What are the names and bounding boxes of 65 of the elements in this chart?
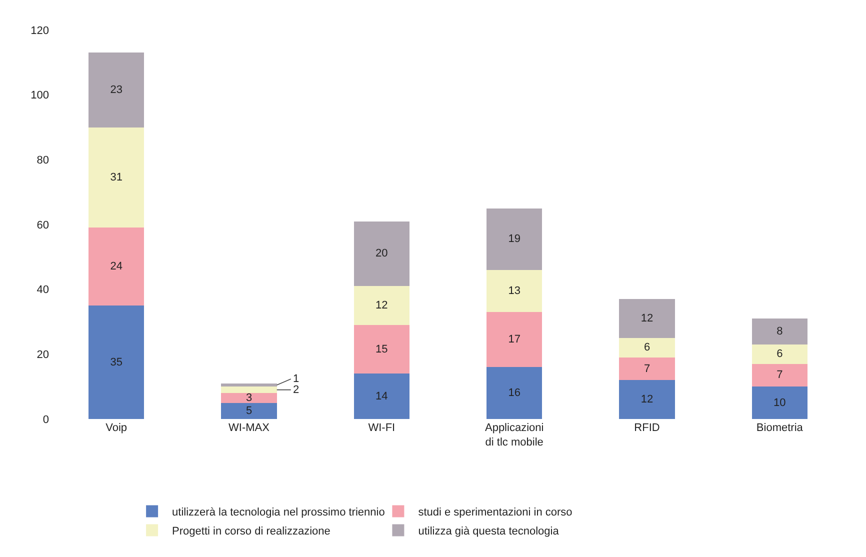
data-label: 19 <box>508 233 520 246</box>
data-label: 17 <box>508 334 520 346</box>
y-tick-label: 0 <box>42 414 49 426</box>
data-label: 3 <box>246 392 252 404</box>
bar <box>486 270 542 312</box>
bar <box>88 52 144 128</box>
data-label: 23 <box>110 84 122 96</box>
x-tick-label: WI-MAX <box>228 422 270 434</box>
x-tick-label: RFID <box>634 422 660 434</box>
bar <box>752 364 808 387</box>
data-label: 12 <box>376 300 388 312</box>
y-tick-label: 100 <box>30 90 49 102</box>
data-label: 10 <box>774 396 786 409</box>
data-label: 15 <box>376 343 388 356</box>
data-label: 35 <box>110 356 122 368</box>
data-label: 20 <box>376 248 388 260</box>
bar <box>88 228 144 306</box>
bar <box>619 299 675 338</box>
data-label: 5 <box>246 404 252 417</box>
legend-label: utilizzerà la tecnologia nel prossimo triennio <box>172 506 385 519</box>
data-label: 13 <box>508 284 520 297</box>
bar <box>619 357 675 380</box>
data-label: 16 <box>508 387 520 400</box>
bar <box>221 386 277 394</box>
bar <box>619 338 675 358</box>
bar <box>486 208 542 270</box>
data-label: 7 <box>644 362 650 375</box>
data-label: 12 <box>640 312 654 325</box>
bar <box>221 402 277 419</box>
bar <box>354 324 410 374</box>
y-tick-label: 80 <box>36 154 49 167</box>
data-label: 1 <box>293 373 300 385</box>
data-label: 6 <box>776 348 783 360</box>
y-tick-label: 60 <box>36 219 49 232</box>
data-label: 24 <box>110 260 122 273</box>
bar <box>752 386 808 419</box>
y-tick-label: 120 <box>30 24 49 37</box>
data-label: 12 <box>640 394 654 406</box>
bar <box>354 286 410 325</box>
y-tick-label: 40 <box>36 284 49 296</box>
data-label: 2 <box>293 384 300 396</box>
data-label: 8 <box>776 325 783 338</box>
bar <box>354 374 410 419</box>
x-tick-label: Voip <box>106 422 128 434</box>
bar <box>221 383 277 387</box>
x-tick-label: Applicazioni di tlc mobile <box>484 422 544 448</box>
bar <box>88 306 144 419</box>
bar <box>486 312 542 368</box>
bar <box>752 318 808 344</box>
data-label: 7 <box>776 369 783 382</box>
data-label: 14 <box>376 390 388 402</box>
data-label: 31 <box>110 171 122 184</box>
bar <box>619 380 675 419</box>
bar <box>486 367 542 419</box>
data-label: 6 <box>644 342 650 354</box>
bar <box>88 127 144 228</box>
bar <box>752 344 808 364</box>
legend-label: studi e sperimentazioni in corso <box>418 506 572 519</box>
bar <box>354 221 410 286</box>
x-tick-label: WI-FI <box>368 422 396 434</box>
legend-label: Progetti in corso di realizzazione <box>172 526 330 538</box>
y-tick-label: 20 <box>36 349 49 362</box>
x-tick-label: Biometria <box>756 422 804 434</box>
bar <box>221 393 277 403</box>
legend-label: utilizza già questa tecnologia <box>418 526 560 538</box>
